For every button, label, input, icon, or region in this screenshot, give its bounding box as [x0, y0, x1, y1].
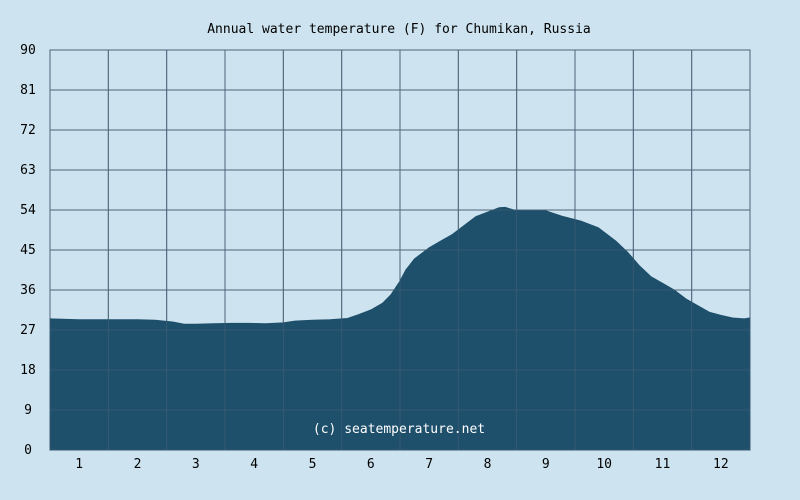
x-tick-label: 8 — [484, 457, 492, 472]
x-tick-label: 9 — [542, 457, 550, 472]
y-tick-label: 45 — [20, 243, 36, 258]
x-tick-label: 1 — [75, 457, 83, 472]
y-axis: 0 9 18 27 36 45 54 63 72 81 90 — [20, 43, 36, 458]
x-tick-label: 4 — [250, 457, 258, 472]
y-tick-label: 0 — [24, 443, 32, 458]
x-tick-label: 10 — [596, 457, 612, 472]
x-tick-label: 6 — [367, 457, 375, 472]
y-tick-label: 36 — [20, 283, 36, 298]
x-tick-label: 3 — [192, 457, 200, 472]
y-tick-label: 72 — [20, 123, 36, 138]
x-tick-label: 5 — [309, 457, 317, 472]
chart-title: Annual water temperature (F) for Chumika… — [207, 22, 591, 37]
x-axis: 1 2 3 4 5 6 7 8 9 10 11 12 — [75, 457, 728, 472]
x-tick-label: 12 — [713, 457, 729, 472]
watermark-text: (c) seatemperature.net — [313, 422, 485, 437]
y-tick-label: 9 — [24, 403, 32, 418]
x-tick-label: 7 — [425, 457, 433, 472]
x-tick-label: 2 — [134, 457, 142, 472]
y-tick-label: 81 — [20, 83, 36, 98]
y-tick-label: 90 — [20, 43, 36, 58]
grid-overlay — [49, 49, 751, 451]
y-tick-label: 18 — [20, 363, 36, 378]
y-tick-label: 63 — [20, 163, 36, 178]
x-tick-label: 11 — [655, 457, 671, 472]
y-tick-label: 54 — [20, 203, 36, 218]
y-tick-label: 27 — [20, 323, 36, 338]
